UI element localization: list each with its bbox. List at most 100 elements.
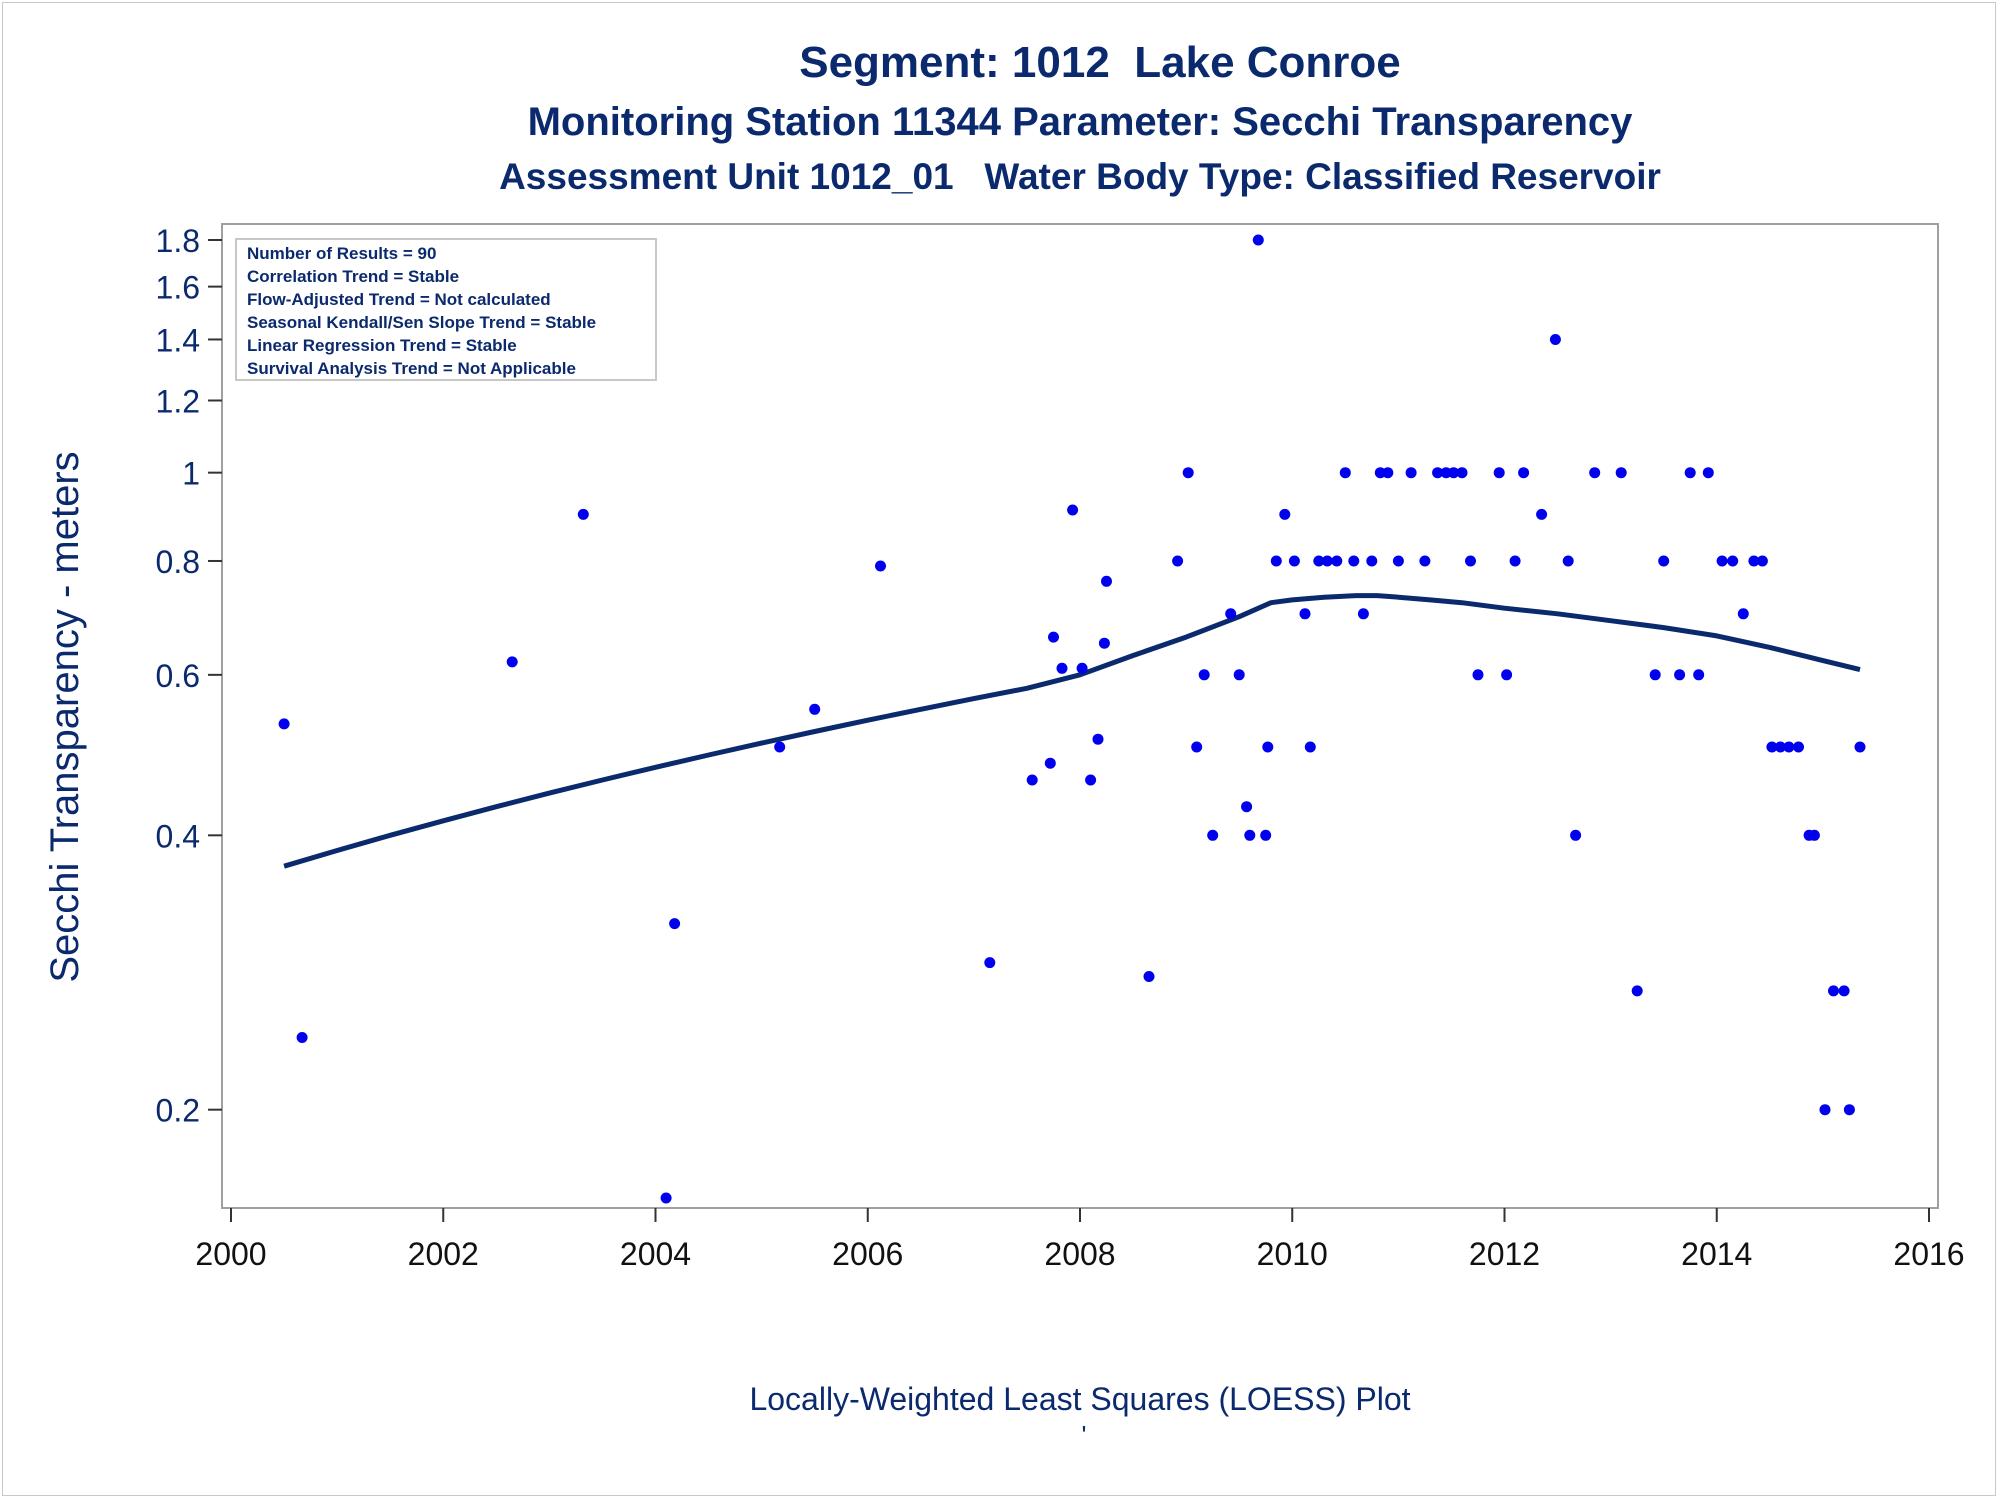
x-tick-label: 2010 [1257, 1236, 1328, 1272]
data-point [1501, 669, 1513, 681]
data-point [809, 703, 821, 715]
data-point [669, 918, 681, 930]
data-point [1191, 741, 1203, 753]
data-point [1366, 555, 1378, 567]
data-point [1299, 608, 1311, 620]
x-tick-label: 2014 [1681, 1236, 1752, 1272]
data-point [1098, 637, 1110, 649]
data-point [1143, 971, 1155, 982]
data-point [1509, 555, 1521, 567]
data-point [1774, 741, 1786, 753]
data-point [1589, 467, 1601, 479]
data-point [1448, 467, 1460, 479]
data-point [1748, 555, 1760, 567]
data-point [1658, 555, 1670, 567]
y-axis-label: Secchi Transparency - meters [43, 451, 87, 982]
data-point [1465, 555, 1476, 567]
data-point [577, 508, 589, 520]
data-point [984, 957, 996, 969]
y-tick-label: 1 [182, 456, 200, 492]
stats-line: Correlation Trend = Stable [247, 267, 459, 286]
data-point [1843, 1104, 1855, 1116]
data-point [1382, 467, 1394, 479]
data-point [296, 1032, 308, 1043]
data-point [1615, 467, 1627, 479]
data-point [1702, 467, 1714, 479]
y-tick-label: 0.8 [156, 544, 200, 580]
chart-title: Segment: 1012 Lake Conroe [799, 38, 1401, 87]
data-point [1225, 608, 1237, 620]
data-point [1793, 741, 1804, 753]
data-point [1252, 234, 1264, 246]
x-tick-label: 2006 [832, 1236, 903, 1272]
data-point [1766, 741, 1778, 753]
data-point [1549, 334, 1561, 345]
stats-line: Survival Analysis Trend = Not Applicable [247, 359, 576, 378]
data-point [1092, 733, 1104, 745]
y-tick-label: 0.2 [156, 1093, 200, 1129]
data-point [1405, 467, 1417, 479]
stats-line: Number of Results = 90 [247, 244, 436, 263]
data-point [1392, 555, 1404, 567]
data-point [1313, 555, 1325, 567]
data-point [1304, 741, 1316, 753]
loess-line [283, 593, 1861, 869]
stats-line: Flow-Adjusted Trend = Not calculated [247, 290, 551, 309]
x-tick-label: 2016 [1893, 1236, 1964, 1272]
data-point [774, 741, 786, 753]
y-tick-label: 1.8 [156, 223, 200, 259]
data-point [1674, 669, 1686, 681]
x-tick-label: 2002 [408, 1236, 479, 1272]
data-point [1472, 669, 1484, 681]
data-point [1321, 555, 1333, 567]
footnote: Locally-Weighted Least Squares (LOESS) P… [749, 1381, 1411, 1417]
data-point [278, 718, 290, 730]
data-point [1067, 504, 1079, 516]
data-point [1518, 467, 1530, 479]
data-point [1044, 757, 1056, 769]
data-point [1339, 467, 1351, 479]
y-tick-label: 1.2 [156, 383, 200, 419]
data-point [875, 560, 886, 572]
y-tick-label: 0.6 [156, 658, 200, 694]
data-point [1854, 741, 1866, 753]
data-point [1076, 662, 1088, 674]
data-point [1172, 555, 1184, 567]
data-point [1419, 555, 1431, 567]
x-tick-label: 2008 [1044, 1236, 1115, 1272]
data-point [660, 1192, 672, 1204]
x-tick-label: 2004 [620, 1236, 691, 1272]
data-point [1456, 467, 1468, 479]
x-tick-label: 2000 [195, 1236, 266, 1272]
loess-layer [283, 593, 1861, 869]
y-tick-label: 1.6 [156, 270, 200, 306]
data-point [1244, 829, 1256, 841]
data-point [1348, 555, 1360, 567]
data-point [1828, 985, 1839, 997]
data-point [1260, 829, 1272, 841]
data-point [1649, 669, 1661, 681]
chart-subtitle: Monitoring Station 11344 Parameter: Secc… [527, 100, 1633, 144]
axes-layer: 0.2 0.4 0.6 0.8 1 1.2 1.4 1.6 1.8 2000 2002 2004 200… [43, 223, 1965, 1272]
data-point [506, 656, 518, 668]
data-point [1101, 575, 1112, 587]
data-point [1783, 741, 1795, 753]
legend-layer: Number of Results = 90 Correlation Trend … [235, 238, 657, 381]
data-point [1570, 829, 1582, 841]
data-point [1331, 555, 1343, 567]
stats-box [235, 238, 657, 381]
data-point [1262, 741, 1274, 753]
data-point [1562, 555, 1574, 567]
data-point [1241, 801, 1253, 813]
y-tick-label: 1.4 [156, 322, 200, 358]
data-point [1727, 555, 1739, 567]
data-point [1207, 829, 1219, 841]
y-tick-label: 0.4 [156, 818, 200, 854]
data-point [1631, 985, 1643, 997]
points-layer [278, 234, 1866, 1204]
chart-subtitle-2: Assessment Unit 1012_01 Water Body Type:… [499, 156, 1661, 197]
data-point [1716, 555, 1728, 567]
data-point [1026, 774, 1038, 786]
data-point [1085, 774, 1097, 786]
